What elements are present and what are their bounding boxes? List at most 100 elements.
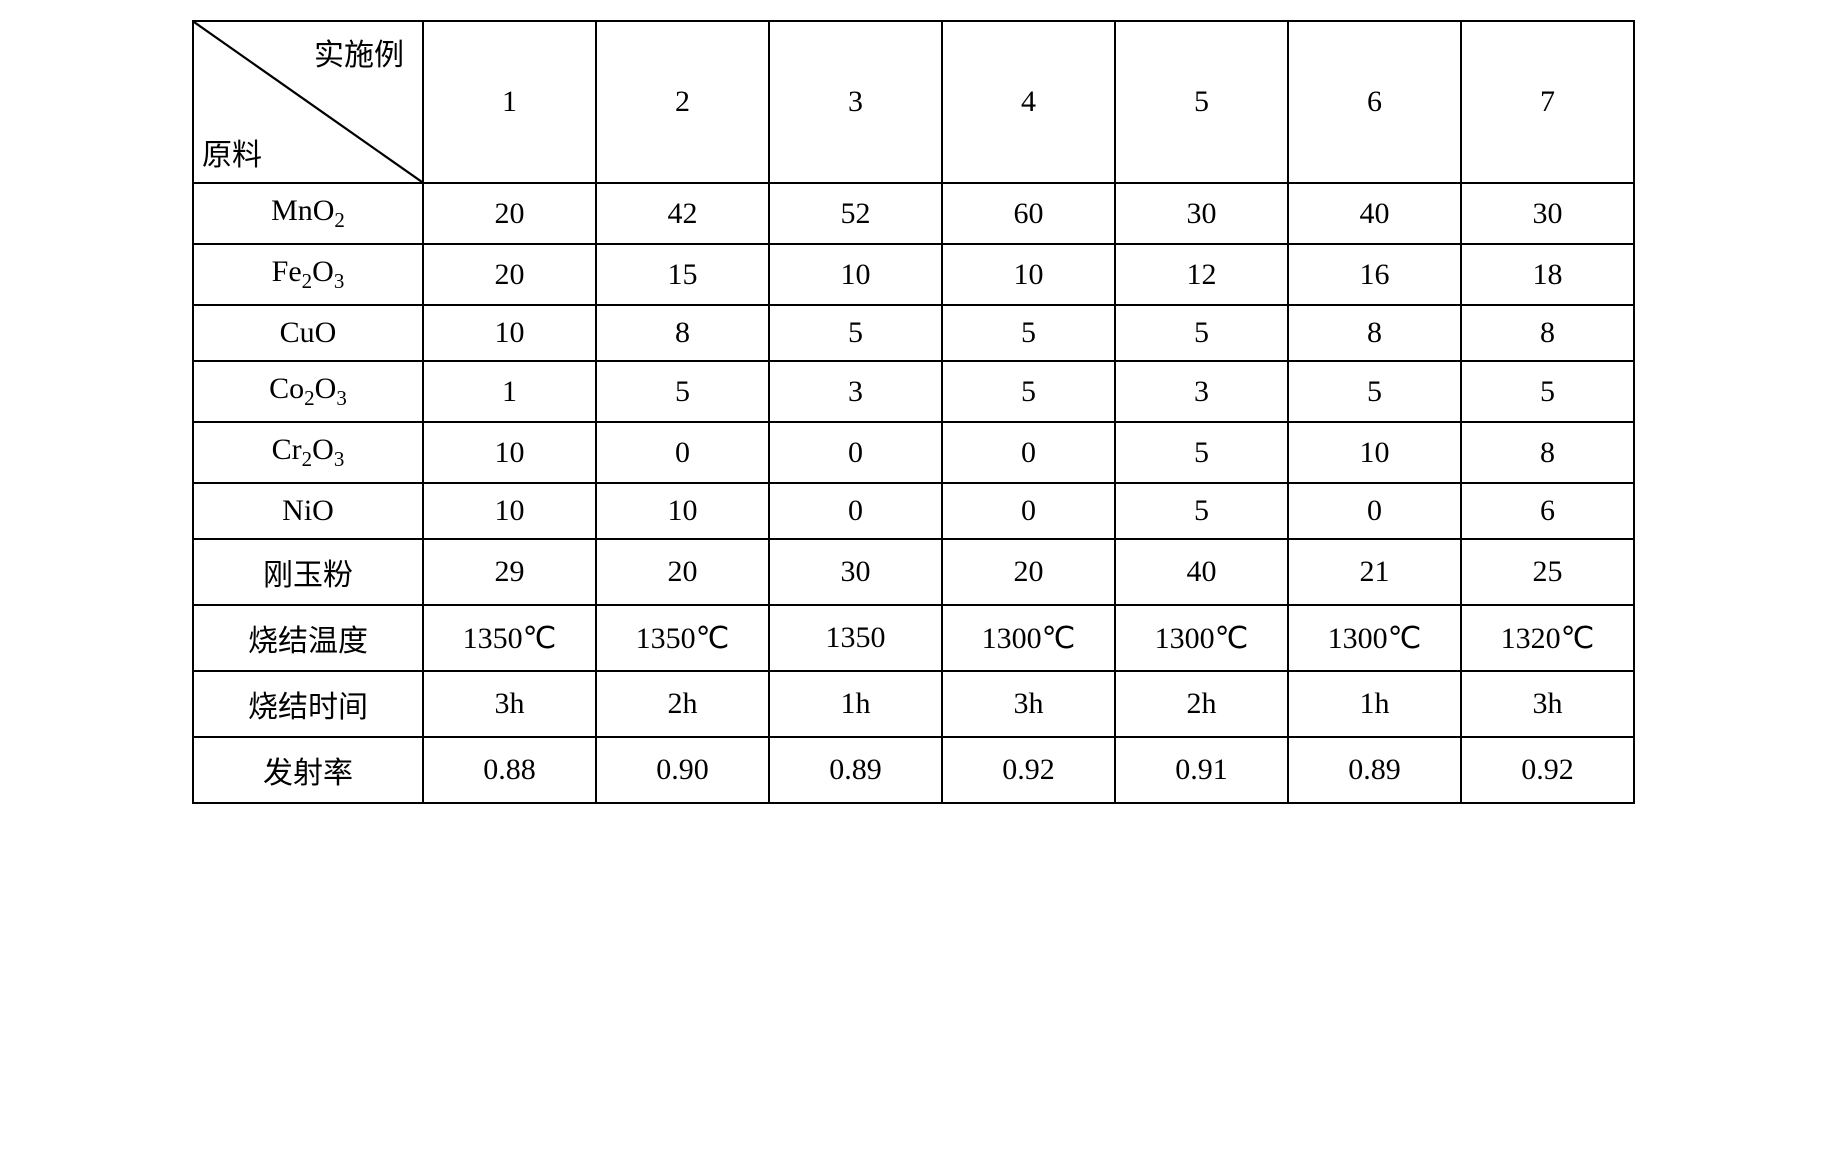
row-label: 烧结时间 — [193, 671, 423, 737]
data-cell: 8 — [1461, 305, 1634, 361]
col-header: 5 — [1115, 21, 1288, 183]
data-cell: 0.92 — [1461, 737, 1634, 803]
table-body: MnO220425260304030Fe2O320151010121618CuO… — [193, 183, 1634, 803]
data-cell: 1300℃ — [1288, 605, 1461, 671]
data-cell: 20 — [596, 539, 769, 605]
col-header: 4 — [942, 21, 1115, 183]
data-cell: 1320℃ — [1461, 605, 1634, 671]
data-cell: 0 — [942, 483, 1115, 539]
data-cell: 10 — [596, 483, 769, 539]
data-cell: 3h — [942, 671, 1115, 737]
data-cell: 0.92 — [942, 737, 1115, 803]
row-label: 发射率 — [193, 737, 423, 803]
data-cell: 2h — [596, 671, 769, 737]
table-row: Co2O31535355 — [193, 361, 1634, 422]
data-cell: 20 — [423, 244, 596, 305]
data-cell: 1300℃ — [942, 605, 1115, 671]
table-row: 烧结时间3h2h1h3h2h1h3h — [193, 671, 1634, 737]
table-row: NiO101000506 — [193, 483, 1634, 539]
data-cell: 5 — [1288, 361, 1461, 422]
table-row: CuO10855588 — [193, 305, 1634, 361]
data-cell: 60 — [942, 183, 1115, 244]
data-cell: 3h — [1461, 671, 1634, 737]
data-cell: 1 — [423, 361, 596, 422]
data-cell: 1h — [769, 671, 942, 737]
data-cell: 10 — [423, 422, 596, 483]
data-cell: 3 — [769, 361, 942, 422]
data-cell: 21 — [1288, 539, 1461, 605]
row-label: 刚玉粉 — [193, 539, 423, 605]
col-header: 6 — [1288, 21, 1461, 183]
row-label: CuO — [193, 305, 423, 361]
data-cell: 15 — [596, 244, 769, 305]
data-cell: 5 — [596, 361, 769, 422]
table-row: MnO220425260304030 — [193, 183, 1634, 244]
data-cell: 8 — [596, 305, 769, 361]
corner-bottom-label: 原料 — [202, 130, 262, 174]
data-cell: 0 — [596, 422, 769, 483]
data-cell: 0 — [942, 422, 1115, 483]
data-cell: 40 — [1115, 539, 1288, 605]
data-cell: 0.91 — [1115, 737, 1288, 803]
row-label: 烧结温度 — [193, 605, 423, 671]
data-cell: 20 — [942, 539, 1115, 605]
data-cell: 0 — [1288, 483, 1461, 539]
corner-top-label: 实施例 — [314, 30, 404, 74]
data-cell: 18 — [1461, 244, 1634, 305]
row-label: Cr2O3 — [193, 422, 423, 483]
table-row: 发射率0.880.900.890.920.910.890.92 — [193, 737, 1634, 803]
header-row: 实施例 原料 1 2 3 4 5 6 7 — [193, 21, 1634, 183]
data-cell: 10 — [423, 483, 596, 539]
table-row: 烧结温度1350℃1350℃13501300℃1300℃1300℃1320℃ — [193, 605, 1634, 671]
table-row: 刚玉粉29203020402125 — [193, 539, 1634, 605]
data-cell: 8 — [1461, 422, 1634, 483]
data-cell: 0 — [769, 422, 942, 483]
data-cell: 1350℃ — [596, 605, 769, 671]
data-cell: 1350 — [769, 605, 942, 671]
composition-table-container: 实施例 原料 1 2 3 4 5 6 7 MnO220425260304030F… — [192, 20, 1632, 804]
data-cell: 5 — [769, 305, 942, 361]
data-cell: 0 — [769, 483, 942, 539]
data-cell: 16 — [1288, 244, 1461, 305]
data-cell: 30 — [769, 539, 942, 605]
data-cell: 0.88 — [423, 737, 596, 803]
data-cell: 10 — [769, 244, 942, 305]
data-cell: 1h — [1288, 671, 1461, 737]
data-cell: 12 — [1115, 244, 1288, 305]
data-cell: 10 — [423, 305, 596, 361]
data-cell: 1350℃ — [423, 605, 596, 671]
data-cell: 0.89 — [1288, 737, 1461, 803]
data-cell: 5 — [942, 305, 1115, 361]
col-header: 7 — [1461, 21, 1634, 183]
col-header: 3 — [769, 21, 942, 183]
data-cell: 8 — [1288, 305, 1461, 361]
data-cell: 30 — [1115, 183, 1288, 244]
data-cell: 3h — [423, 671, 596, 737]
data-cell: 6 — [1461, 483, 1634, 539]
data-cell: 3 — [1115, 361, 1288, 422]
row-label: MnO2 — [193, 183, 423, 244]
data-cell: 5 — [1115, 483, 1288, 539]
row-label: Co2O3 — [193, 361, 423, 422]
data-cell: 1300℃ — [1115, 605, 1288, 671]
row-label: NiO — [193, 483, 423, 539]
data-cell: 5 — [1461, 361, 1634, 422]
col-header: 2 — [596, 21, 769, 183]
data-cell: 5 — [1115, 305, 1288, 361]
corner-header: 实施例 原料 — [193, 21, 423, 183]
data-cell: 30 — [1461, 183, 1634, 244]
col-header: 1 — [423, 21, 596, 183]
data-cell: 0.89 — [769, 737, 942, 803]
data-cell: 10 — [942, 244, 1115, 305]
data-cell: 29 — [423, 539, 596, 605]
row-label: Fe2O3 — [193, 244, 423, 305]
data-cell: 52 — [769, 183, 942, 244]
data-cell: 0.90 — [596, 737, 769, 803]
data-cell: 20 — [423, 183, 596, 244]
data-cell: 5 — [942, 361, 1115, 422]
data-cell: 5 — [1115, 422, 1288, 483]
table-row: Cr2O3100005108 — [193, 422, 1634, 483]
data-cell: 10 — [1288, 422, 1461, 483]
composition-table: 实施例 原料 1 2 3 4 5 6 7 MnO220425260304030F… — [192, 20, 1635, 804]
data-cell: 25 — [1461, 539, 1634, 605]
